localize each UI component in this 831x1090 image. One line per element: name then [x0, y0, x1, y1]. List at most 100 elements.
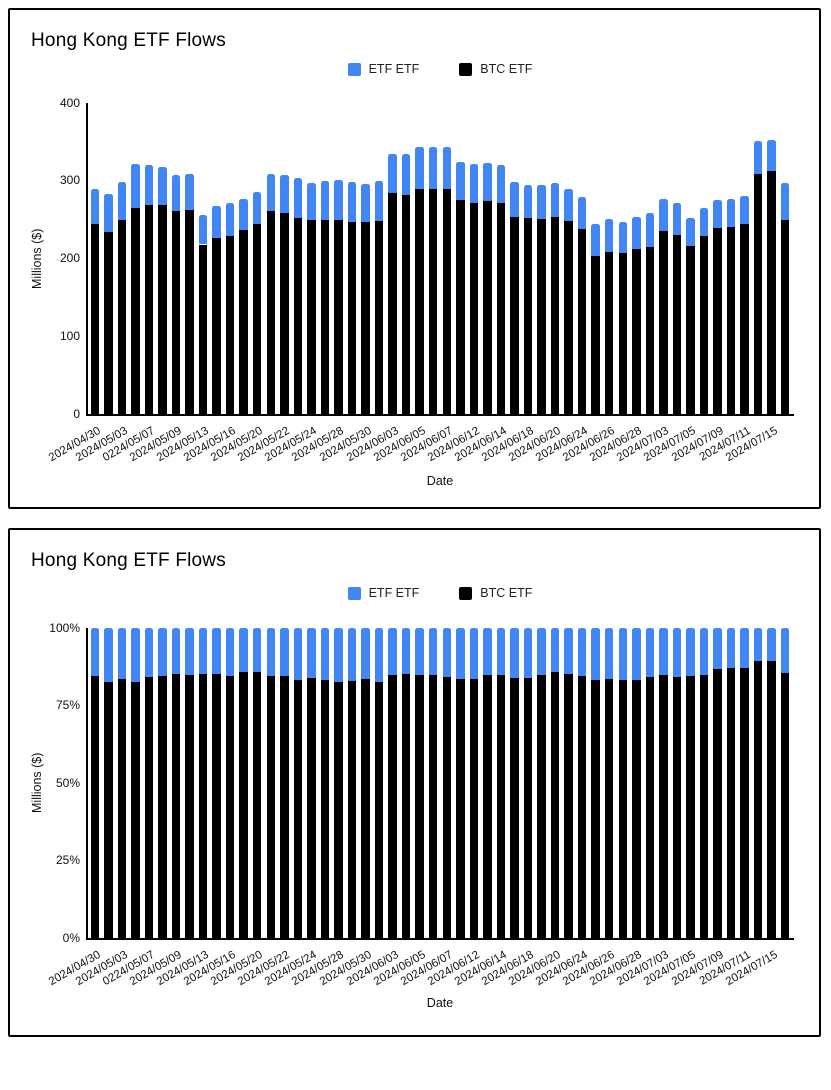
- bar-segment-btc-etf[interactable]: [198, 244, 208, 414]
- bar-segment-etf-etf[interactable]: [699, 628, 709, 676]
- bar-segment-etf-etf[interactable]: [713, 200, 722, 229]
- bar-segment-etf-etf[interactable]: [334, 628, 343, 682]
- bar-segment-btc-etf[interactable]: [510, 216, 519, 414]
- bar-segment-etf-etf[interactable]: [158, 628, 167, 676]
- bar-segment-etf-etf[interactable]: [523, 185, 533, 219]
- bar-segment-btc-etf[interactable]: [645, 246, 655, 414]
- bar-segment-etf-etf[interactable]: [374, 180, 384, 222]
- bar-segment-btc-etf[interactable]: [618, 253, 628, 414]
- bar-segment-etf-etf[interactable]: [239, 628, 248, 672]
- bar-segment-etf-etf[interactable]: [726, 628, 736, 669]
- bar-segment-btc-etf[interactable]: [252, 223, 262, 414]
- bar-segment-etf-etf[interactable]: [604, 218, 614, 253]
- bar-segment-btc-etf[interactable]: [280, 212, 289, 414]
- bar-segment-btc-etf[interactable]: [510, 678, 519, 938]
- bar-segment-etf-etf[interactable]: [144, 165, 154, 205]
- bar-segment-etf-etf[interactable]: [645, 628, 655, 677]
- bar-segment-btc-etf[interactable]: [618, 680, 628, 938]
- bar-segment-btc-etf[interactable]: [780, 672, 790, 938]
- bar-segment-etf-etf[interactable]: [198, 214, 208, 245]
- bar-segment-etf-etf[interactable]: [686, 628, 695, 677]
- bar-segment-etf-etf[interactable]: [428, 146, 438, 189]
- bar-segment-btc-etf[interactable]: [144, 677, 154, 938]
- bar-segment-etf-etf[interactable]: [361, 183, 370, 222]
- bar-segment-etf-etf[interactable]: [131, 628, 140, 683]
- bar-segment-btc-etf[interactable]: [131, 682, 140, 938]
- bar-segment-btc-etf[interactable]: [428, 675, 438, 938]
- bar-segment-etf-etf[interactable]: [131, 164, 140, 208]
- bar-segment-etf-etf[interactable]: [740, 195, 749, 225]
- bar-segment-etf-etf[interactable]: [347, 628, 357, 682]
- bar-segment-btc-etf[interactable]: [225, 235, 235, 414]
- legend-item-btc-etf[interactable]: BTC ETF: [459, 62, 532, 76]
- bar-segment-btc-etf[interactable]: [523, 678, 533, 938]
- bar-segment-btc-etf[interactable]: [632, 680, 641, 938]
- bar-segment-etf-etf[interactable]: [280, 628, 289, 677]
- bar-segment-etf-etf[interactable]: [632, 628, 641, 681]
- bar-segment-btc-etf[interactable]: [239, 229, 248, 414]
- bar-segment-etf-etf[interactable]: [442, 628, 452, 678]
- bar-segment-btc-etf[interactable]: [307, 678, 316, 938]
- bar-segment-etf-etf[interactable]: [293, 628, 303, 681]
- bar-segment-btc-etf[interactable]: [185, 210, 194, 414]
- bar-segment-etf-etf[interactable]: [672, 203, 682, 236]
- bar-segment-btc-etf[interactable]: [212, 674, 221, 938]
- bar-segment-btc-etf[interactable]: [632, 249, 641, 414]
- bar-segment-btc-etf[interactable]: [591, 680, 600, 938]
- bar-segment-etf-etf[interactable]: [523, 628, 533, 679]
- bar-segment-btc-etf[interactable]: [753, 661, 763, 938]
- bar-segment-btc-etf[interactable]: [320, 219, 330, 414]
- bar-segment-btc-etf[interactable]: [320, 679, 330, 938]
- bar-segment-etf-etf[interactable]: [659, 199, 668, 231]
- bar-segment-etf-etf[interactable]: [415, 628, 424, 675]
- bar-segment-etf-etf[interactable]: [564, 189, 573, 222]
- bar-segment-etf-etf[interactable]: [320, 628, 330, 680]
- legend-item-etf-etf[interactable]: ETF ETF: [347, 62, 419, 76]
- bar-segment-etf-etf[interactable]: [510, 181, 519, 217]
- bar-segment-etf-etf[interactable]: [483, 162, 492, 201]
- bar-segment-btc-etf[interactable]: [672, 676, 682, 938]
- bar-segment-btc-etf[interactable]: [659, 230, 668, 414]
- bar-segment-etf-etf[interactable]: [90, 188, 100, 224]
- bar-segment-btc-etf[interactable]: [713, 668, 722, 938]
- bar-segment-etf-etf[interactable]: [280, 175, 289, 213]
- bar-segment-etf-etf[interactable]: [537, 628, 546, 676]
- bar-segment-btc-etf[interactable]: [753, 173, 763, 414]
- bar-segment-btc-etf[interactable]: [374, 681, 384, 938]
- bar-segment-etf-etf[interactable]: [469, 628, 479, 679]
- bar-segment-btc-etf[interactable]: [564, 673, 573, 938]
- bar-segment-btc-etf[interactable]: [185, 675, 194, 938]
- bar-segment-btc-etf[interactable]: [699, 235, 709, 414]
- bar-segment-btc-etf[interactable]: [361, 679, 370, 938]
- bar-segment-etf-etf[interactable]: [212, 628, 221, 675]
- bar-segment-btc-etf[interactable]: [334, 220, 343, 414]
- bar-segment-etf-etf[interactable]: [171, 628, 181, 675]
- bar-segment-etf-etf[interactable]: [618, 628, 628, 681]
- bar-segment-btc-etf[interactable]: [415, 674, 424, 938]
- bar-segment-btc-etf[interactable]: [577, 676, 587, 938]
- bar-segment-btc-etf[interactable]: [713, 228, 722, 414]
- bar-segment-etf-etf[interactable]: [645, 213, 655, 247]
- bar-segment-etf-etf[interactable]: [307, 628, 316, 679]
- bar-segment-btc-etf[interactable]: [686, 246, 695, 414]
- bar-segment-etf-etf[interactable]: [307, 183, 316, 221]
- bar-segment-btc-etf[interactable]: [415, 189, 424, 414]
- bar-segment-btc-etf[interactable]: [361, 221, 370, 414]
- bar-segment-etf-etf[interactable]: [266, 173, 276, 212]
- bar-segment-btc-etf[interactable]: [212, 237, 221, 414]
- bar-segment-etf-etf[interactable]: [537, 185, 546, 219]
- bar-segment-etf-etf[interactable]: [401, 628, 411, 674]
- bar-segment-etf-etf[interactable]: [686, 218, 695, 247]
- bar-segment-etf-etf[interactable]: [753, 628, 763, 662]
- bar-segment-btc-etf[interactable]: [388, 675, 397, 938]
- bar-segment-etf-etf[interactable]: [347, 182, 357, 222]
- bar-segment-etf-etf[interactable]: [158, 166, 167, 205]
- bar-segment-btc-etf[interactable]: [104, 681, 113, 938]
- bar-segment-etf-etf[interactable]: [361, 628, 370, 680]
- bar-segment-btc-etf[interactable]: [158, 675, 167, 938]
- bar-segment-etf-etf[interactable]: [171, 175, 181, 212]
- bar-segment-etf-etf[interactable]: [388, 628, 397, 676]
- bar-segment-etf-etf[interactable]: [767, 628, 776, 661]
- bar-segment-etf-etf[interactable]: [753, 141, 763, 174]
- bar-segment-btc-etf[interactable]: [90, 223, 100, 414]
